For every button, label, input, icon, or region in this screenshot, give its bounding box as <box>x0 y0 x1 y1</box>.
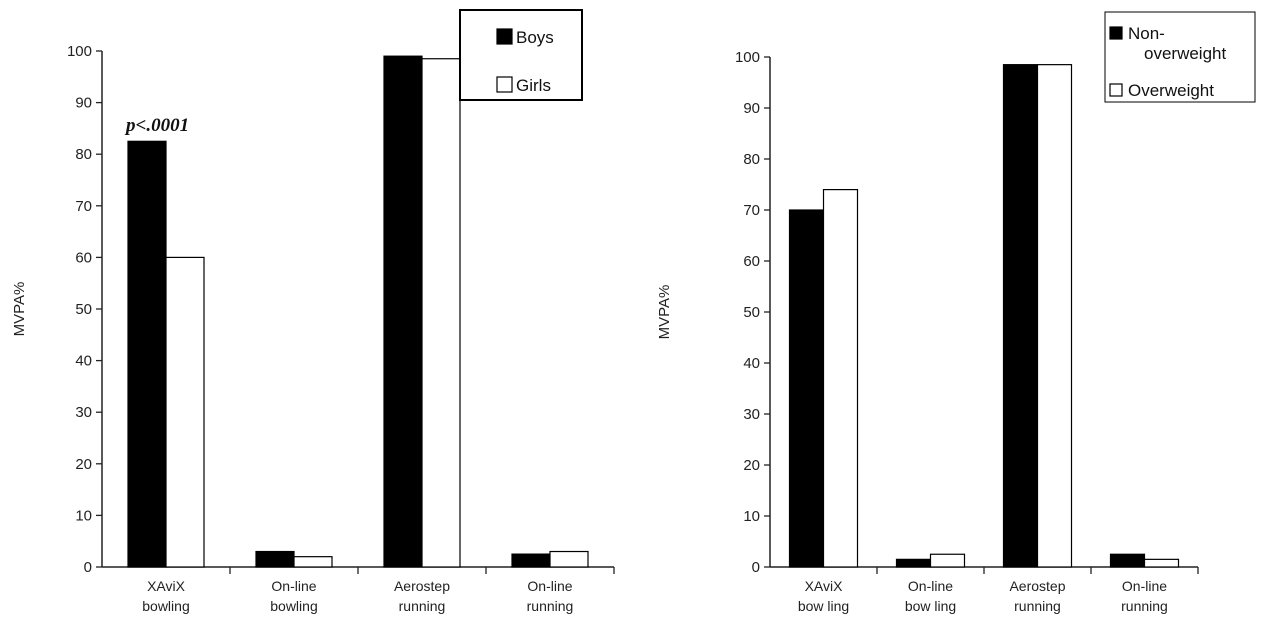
significance-annotation: p<.0001 <box>124 115 189 136</box>
bar-boys-2 <box>383 55 423 568</box>
y-tick-label: 50 <box>743 304 760 321</box>
bar-girls-1 <box>293 556 333 568</box>
y-tick-label: 100 <box>735 49 760 66</box>
y-tick-label: 10 <box>75 507 92 524</box>
legend-label-girls: Girls <box>516 76 551 95</box>
bar-non-overweight-1 <box>895 558 932 568</box>
x-category-label: On-line running <box>1121 578 1168 614</box>
x-category-label: Aerostep running <box>394 578 450 614</box>
y-tick-label: 90 <box>743 100 760 117</box>
y-tick-label: 50 <box>75 301 92 318</box>
y-tick-label: 80 <box>75 146 92 163</box>
y-axis-label: MVPA% <box>656 285 673 340</box>
y-tick-label: 10 <box>743 508 760 525</box>
legend-box <box>1104 11 1256 103</box>
legend-label-non-overweight: Non-overweight <box>1128 24 1226 63</box>
bar-girls-3 <box>549 550 589 568</box>
y-tick-label: 70 <box>743 202 760 219</box>
legend-swatch-boys <box>496 28 513 45</box>
bar-overweight-3 <box>1143 558 1180 568</box>
y-tick-label: 0 <box>84 559 92 576</box>
bar-boys-3 <box>511 553 551 568</box>
y-tick-label: 90 <box>75 95 92 112</box>
bar-non-overweight-3 <box>1109 553 1146 568</box>
legend-swatch-overweight <box>1109 83 1123 97</box>
x-category-label: On-line running <box>527 578 574 614</box>
x-category-label: On-line bow ling <box>905 578 956 614</box>
y-tick-label: 20 <box>75 456 92 473</box>
legend-label-overweight: Overweight <box>1128 81 1214 100</box>
y-tick-label: 30 <box>75 404 92 421</box>
chart-boys-girls: MVPA% 0 10 20 30 40 50 60 70 80 90 100 XAviX bowling O… <box>11 9 615 614</box>
y-axis-label: MVPA% <box>11 282 28 337</box>
x-category-label: XAviX bow ling <box>798 578 849 614</box>
legend-box <box>459 9 583 101</box>
bar-overweight-2 <box>1036 64 1073 568</box>
chart-weight-status: MVPA% 0 10 20 30 40 50 60 70 80 90 100 XAviX bow ling… <box>656 11 1256 614</box>
y-tick-label: 60 <box>75 249 92 266</box>
y-tick-label: 20 <box>743 457 760 474</box>
y-tick-label: 40 <box>743 355 760 372</box>
bar-overweight-1 <box>929 553 966 568</box>
y-tick-label: 80 <box>743 151 760 168</box>
bar-girls-0 <box>165 256 205 568</box>
y-tick-label: 0 <box>752 559 760 576</box>
y-tick-label: 100 <box>67 43 92 60</box>
y-tick-label: 70 <box>75 198 92 215</box>
y-tick-label: 60 <box>743 253 760 270</box>
bar-non-overweight-2 <box>1002 64 1039 568</box>
legend-label-boys: Boys <box>516 28 554 47</box>
x-category-label: On-line bowling <box>270 578 317 614</box>
legend-swatch-non-overweight <box>1109 26 1123 40</box>
y-tick-label: 40 <box>75 353 92 370</box>
bar-boys-0 <box>127 140 167 568</box>
x-category-label: XAviX bowling <box>142 578 189 614</box>
bar-overweight-0 <box>822 189 859 568</box>
bar-boys-1 <box>255 550 295 568</box>
bar-girls-2 <box>421 58 461 568</box>
x-category-label: Aerostep running <box>1009 578 1065 614</box>
y-tick-label: 30 <box>743 406 760 423</box>
bar-non-overweight-0 <box>788 209 825 568</box>
legend-swatch-girls <box>496 76 513 93</box>
